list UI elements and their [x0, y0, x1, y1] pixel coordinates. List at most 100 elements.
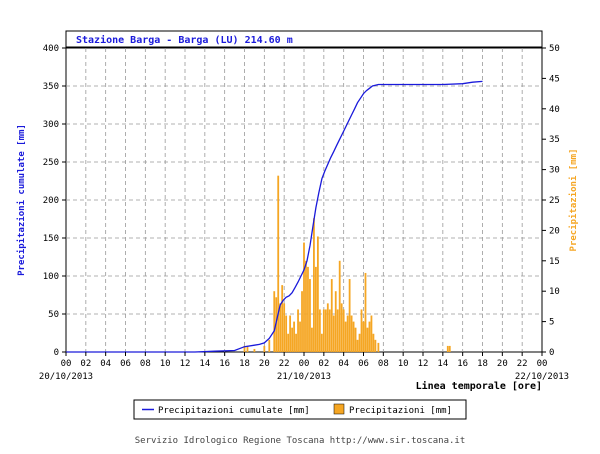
legend: Precipitazioni cumulate [mm] Precipitazi…: [133, 399, 467, 420]
x-tick-label: 08: [140, 359, 151, 369]
precip-bar: [243, 345, 246, 352]
precip-bar: [377, 342, 380, 352]
x-tick-label: 08: [378, 359, 389, 369]
right-axis-title: Precipitazioni [mm]: [568, 149, 579, 252]
x-tick-label: 16: [457, 359, 468, 369]
x-tick-label: 16: [219, 359, 230, 369]
precip-bar: [352, 321, 355, 352]
precip-bar: [344, 321, 347, 352]
precip-bar: [289, 315, 292, 352]
precip-bar: [299, 321, 301, 352]
precip-bar: [279, 303, 282, 352]
title-box: [65, 30, 543, 48]
x-tick-label: 00: [61, 359, 72, 369]
precip-bar: [291, 327, 293, 352]
precip-bar: [368, 321, 371, 352]
precip-bar: [273, 291, 276, 352]
bar-series: [243, 175, 451, 352]
right-axis-ticks: 0 5 10 15 20 25 30 35 40 45 50: [542, 44, 560, 358]
x-tick-label: 00: [299, 359, 310, 369]
precip-bar: [360, 309, 363, 352]
date-label: 20/10/2013: [39, 372, 93, 382]
x-tick-label: 06: [120, 359, 131, 369]
left-tick-label: 100: [43, 272, 59, 282]
precip-bar: [334, 291, 337, 352]
precip-bar: [366, 327, 369, 352]
legend-label-precip: Precipitazioni [mm]: [349, 406, 452, 416]
precip-bar: [362, 321, 365, 352]
precip-bar: [285, 315, 288, 352]
precip-bar: [268, 339, 271, 352]
date-label: 21/10/2013: [277, 372, 331, 382]
left-tick-label: 150: [43, 234, 59, 244]
x-axis-title: Linea temporale [ore]: [416, 380, 542, 392]
precip-bar: [318, 309, 321, 352]
left-tick-label: 250: [43, 158, 59, 168]
grid-lines: [66, 48, 542, 352]
x-tick-label: 10: [398, 359, 409, 369]
precip-bar: [246, 345, 249, 352]
precip-bar: [338, 260, 341, 352]
precip-bar: [324, 309, 327, 352]
precip-bar: [283, 303, 286, 352]
precip-bar: [303, 242, 305, 352]
precip-bar: [311, 327, 313, 352]
precip-bar: [313, 218, 315, 352]
legend-label-cumulative: Precipitazioni cumulate [mm]: [158, 406, 310, 416]
precip-bar: [326, 303, 329, 352]
precip-bar: [315, 266, 317, 352]
precip-bar: [370, 315, 373, 352]
x-tick-label: 12: [418, 359, 429, 369]
precip-bar: [448, 345, 451, 352]
left-tick-label: 350: [43, 82, 59, 92]
x-tick-label: 12: [180, 359, 191, 369]
precip-bar: [293, 321, 295, 352]
precip-bar: [295, 333, 297, 352]
left-tick-label: 50: [48, 310, 59, 320]
precip-bar: [305, 260, 307, 352]
precip-bar: [328, 309, 331, 352]
precip-bar: [340, 303, 343, 352]
chart-title: Stazione Barga - Barga (LU) 214.60 m: [76, 34, 293, 46]
precip-bar: [446, 345, 449, 352]
precip-bar: [348, 279, 351, 352]
precip-bar: [374, 339, 377, 352]
x-tick-label: 06: [358, 359, 369, 369]
left-tick-label: 300: [43, 120, 59, 130]
right-tick-label: 15: [549, 257, 560, 267]
left-tick-label: 400: [43, 44, 59, 54]
precip-bar: [301, 291, 303, 352]
left-axis-ticks: 0 50 100 150 200 250 300 350 400: [43, 44, 66, 358]
legend-box: [133, 399, 467, 420]
x-tick-label: 14: [199, 359, 210, 369]
x-tick-label: 20: [497, 359, 508, 369]
precip-bar: [330, 279, 333, 352]
x-tick-label: 22: [517, 359, 528, 369]
x-tick-label: 02: [80, 359, 91, 369]
precip-bar: [316, 236, 319, 352]
precip-bar: [372, 333, 375, 352]
x-tick-label: 14: [437, 359, 448, 369]
x-tick-label: 18: [239, 359, 250, 369]
precip-bar: [354, 327, 357, 352]
x-tick-label: 10: [160, 359, 171, 369]
legend-bar-swatch: [333, 403, 345, 415]
precip-bar: [364, 272, 367, 352]
right-tick-label: 20: [549, 226, 560, 236]
x-tick-label: 02: [318, 359, 329, 369]
cumulative-line: [66, 80, 483, 353]
right-tick-label: 25: [549, 196, 560, 206]
x-tick-label: 22: [279, 359, 290, 369]
precip-bar: [346, 315, 349, 352]
right-tick-label: 0: [549, 348, 554, 358]
precip-bar: [332, 315, 335, 352]
precip-bar: [350, 315, 353, 352]
x-tick-label: 00: [537, 359, 548, 369]
x-tick-label: 04: [100, 359, 111, 369]
line-series: [66, 80, 483, 353]
x-tick-label: 04: [338, 359, 349, 369]
date-label: 22/10/2013: [515, 372, 569, 382]
x-tick-label: 20: [259, 359, 270, 369]
